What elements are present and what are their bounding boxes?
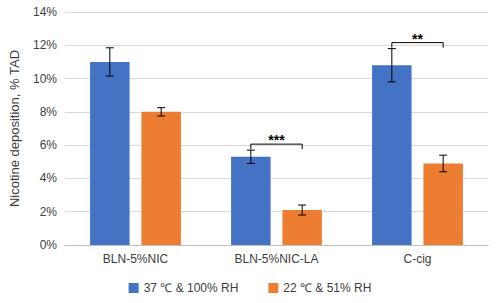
svg-text:6%: 6% [40, 138, 58, 152]
svg-text:2%: 2% [40, 205, 58, 219]
svg-text:0%: 0% [40, 238, 58, 252]
svg-text:12%: 12% [33, 38, 57, 52]
svg-text:Nicotine deposition, % TAD: Nicotine deposition, % TAD [7, 50, 22, 207]
svg-text:37 ℃ & 100% RH: 37 ℃ & 100% RH [144, 281, 239, 295]
svg-text:***: *** [268, 132, 285, 148]
svg-text:**: ** [412, 31, 423, 47]
svg-text:10%: 10% [33, 72, 57, 86]
svg-text:22 ℃ & 51% RH: 22 ℃ & 51% RH [283, 281, 371, 295]
svg-text:C-cig: C-cig [403, 252, 431, 266]
svg-text:BLN-5%NIC-LA: BLN-5%NIC-LA [234, 252, 318, 266]
svg-text:8%: 8% [40, 105, 58, 119]
svg-text:14%: 14% [33, 5, 57, 19]
svg-text:4%: 4% [40, 171, 58, 185]
svg-text:BLN-5%NIC: BLN-5%NIC [103, 252, 169, 266]
